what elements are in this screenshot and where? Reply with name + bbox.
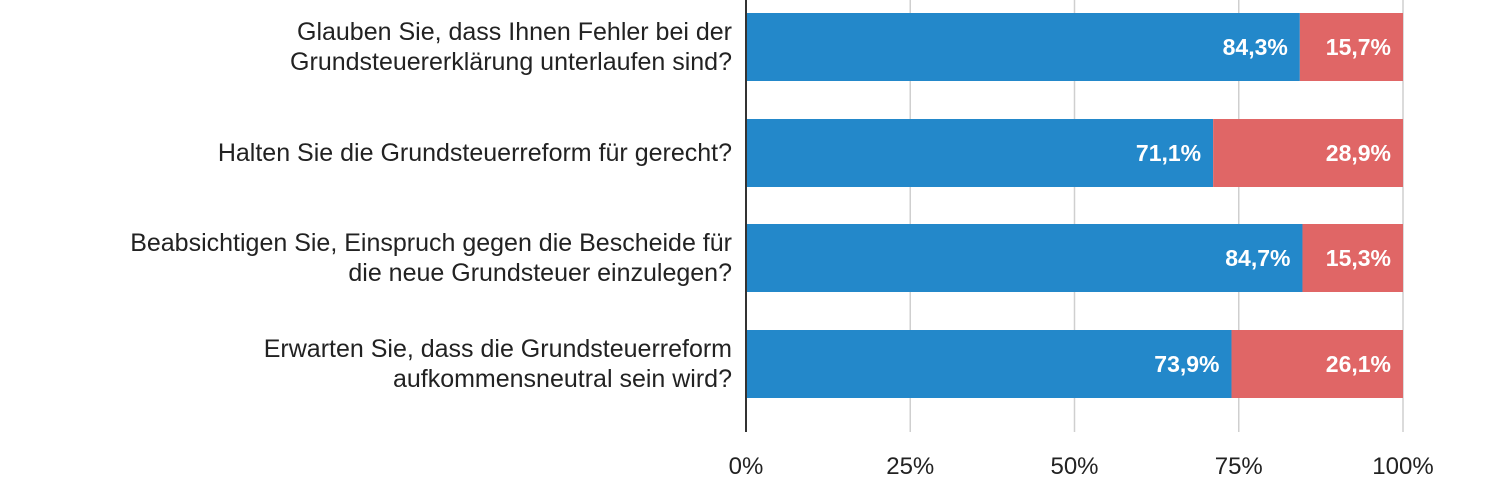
data-label-1-0: 71,1% <box>1136 140 1201 166</box>
bar-0-series-0 <box>746 13 1300 81</box>
category-label-3-line-1: aufkommensneutral sein wird? <box>393 365 732 393</box>
data-label-2-1: 15,3% <box>1326 245 1391 271</box>
data-label-2-0: 84,7% <box>1225 245 1290 271</box>
category-label-3-line-0: Erwarten Sie, dass die Grundsteuerreform <box>264 335 732 363</box>
category-label-0-line-0: Glauben Sie, dass Ihnen Fehler bei der <box>297 18 732 46</box>
x-tick-label-2: 50% <box>1050 453 1098 480</box>
category-label-2-line-0: Beabsichtigen Sie, Einspruch gegen die B… <box>130 229 732 257</box>
bar-1-series-0 <box>746 119 1214 187</box>
bar-0-series-1 <box>1299 13 1403 81</box>
category-label-0-line-1: Grundsteuererklärung unterlaufen sind? <box>290 48 732 76</box>
bar-3-series-0 <box>746 330 1232 398</box>
data-label-3-0: 73,9% <box>1154 351 1219 377</box>
x-tick-label-3: 75% <box>1215 453 1263 480</box>
data-label-1-1: 28,9% <box>1326 140 1391 166</box>
x-tick-label-1: 25% <box>886 453 934 480</box>
data-label-0-1: 15,7% <box>1326 34 1391 60</box>
data-label-3-1: 26,1% <box>1326 351 1391 377</box>
bar-1-series-1 <box>1213 119 1403 187</box>
bar-2-series-0 <box>746 224 1303 292</box>
x-tick-label-4: 100% <box>1372 453 1433 480</box>
bar-2-series-1 <box>1302 224 1403 292</box>
category-label-1-line-0: Halten Sie die Grundsteuerreform für ger… <box>218 139 732 167</box>
x-tick-label-0: 0% <box>729 453 764 480</box>
data-label-0-0: 84,3% <box>1223 34 1288 60</box>
category-label-2-line-1: die neue Grundsteuer einzulegen? <box>348 259 732 287</box>
bar-3-series-1 <box>1231 330 1403 398</box>
